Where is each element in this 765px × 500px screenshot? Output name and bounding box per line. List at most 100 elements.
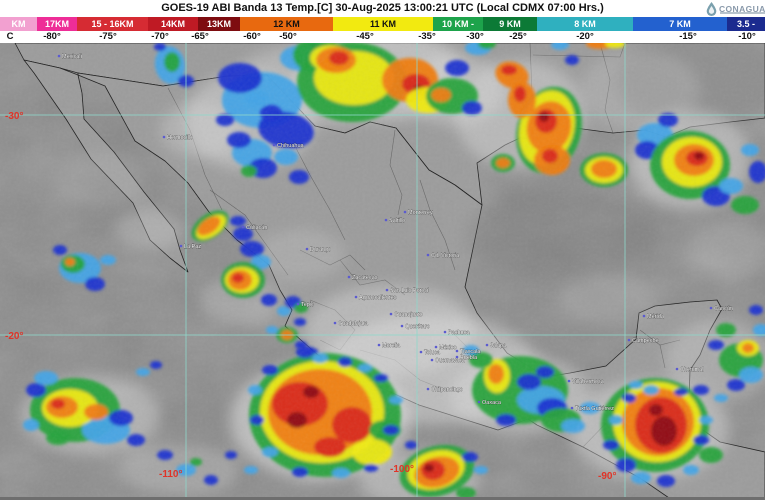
city-label: Aguascalientes <box>359 295 397 301</box>
city-label: Culiacán <box>246 225 267 231</box>
temperature-label: -60° <box>243 31 261 42</box>
scale-segment: 11 KM <box>333 17 433 31</box>
longitude-label: -110° <box>159 469 182 480</box>
city-label: Chilpancingo <box>431 387 463 393</box>
city-marker <box>567 379 571 383</box>
scale-segment: 7 KM <box>633 17 727 31</box>
city-label: Tepic <box>301 302 314 308</box>
city-label: Tlaxcala <box>460 349 481 355</box>
scale-segment: 8 KM <box>537 17 633 31</box>
scale-segment: KM <box>0 17 37 31</box>
scale-segment: 10 KM - <box>433 17 483 31</box>
temperature-label: -45° <box>356 31 374 42</box>
city-label: Puebla <box>460 355 478 361</box>
city-marker <box>570 406 574 410</box>
city-marker <box>485 343 489 347</box>
city-label: Pachuca <box>448 330 470 336</box>
temperature-label: -80° <box>43 31 61 42</box>
city-marker <box>434 345 438 349</box>
city-marker <box>354 295 358 299</box>
title-bar: GOES-19 ABI Banda 13 Temp.[C] 30-Aug-202… <box>0 0 765 17</box>
city-marker <box>162 135 166 139</box>
latitude-label: -20° <box>5 331 23 342</box>
city-marker <box>709 306 713 310</box>
scale-segment: 13KM <box>198 17 240 31</box>
city-label: Campeche <box>632 338 659 344</box>
city-label: San Luis Potosí <box>390 288 429 294</box>
city-marker <box>384 218 388 222</box>
temperature-label: -30° <box>466 31 484 42</box>
longitude-label: -90° <box>598 471 616 482</box>
city-marker <box>333 321 337 325</box>
scale-segment: 3.5 - <box>727 17 765 31</box>
scale-segment: 15 - 16KM <box>77 17 148 31</box>
city-label: Durango <box>310 247 331 253</box>
city-label: Tuxtla Gutiérrez <box>575 406 614 412</box>
city-label: Guadalajara <box>338 321 369 327</box>
logo-text: CONAGUA <box>719 3 765 14</box>
altitude-color-scale: KM 17KM 15 - 16KM 14KM 13KM 12 KM 11 KM 10 KM -… <box>0 17 765 31</box>
city-marker <box>347 275 351 279</box>
city-marker <box>627 338 631 342</box>
city-label: Cd. Victoria <box>431 253 460 259</box>
city-marker <box>241 225 245 229</box>
city-label: Monterrey <box>408 210 433 216</box>
image-title: GOES-19 ABI Banda 13 Temp.[C] 30-Aug-202… <box>161 2 604 14</box>
city-marker <box>419 350 423 354</box>
city-marker <box>403 210 407 214</box>
temperature-scale: C -80° -75° -70° -65° -60° -50° -45° -35° -30° -25… <box>0 31 765 43</box>
city-label: Morelia <box>382 343 401 349</box>
temperature-label: -50° <box>279 31 297 42</box>
bottom-edge <box>0 497 765 500</box>
city-label: Chetumal <box>680 367 704 373</box>
city-marker <box>305 247 309 251</box>
city-marker <box>377 343 381 347</box>
city-label: Mérida <box>647 314 665 320</box>
city-label: México <box>439 345 456 351</box>
latitude-label: -30° <box>5 111 23 122</box>
city-label: Zacatecas <box>352 275 378 281</box>
city-marker <box>385 288 389 292</box>
city-marker <box>430 358 434 362</box>
city-label: Jalapa <box>490 343 507 349</box>
scale-segment: 17KM <box>37 17 77 31</box>
longitude-label: -100° <box>390 464 414 475</box>
temperature-label: -20° <box>576 31 594 42</box>
city-label: Toluca <box>424 350 441 356</box>
grain-texture <box>0 43 765 500</box>
city-label: Saltillo <box>389 218 405 224</box>
city-marker <box>675 367 679 371</box>
city-marker <box>389 312 393 316</box>
city-label: Guanajuato <box>394 312 422 318</box>
city-label: Cuernavaca <box>435 358 466 364</box>
city-marker <box>179 244 183 248</box>
temperature-label: -75° <box>99 31 117 42</box>
conagua-logo: CONAGUA <box>706 1 765 16</box>
water-drop-icon <box>706 1 717 16</box>
city-marker <box>426 387 430 391</box>
city-label: Querétaro <box>405 324 430 330</box>
scale-segment: 14KM <box>148 17 198 31</box>
temperature-label: -35° <box>418 31 436 42</box>
city-marker <box>296 302 300 306</box>
temperature-label: -70° <box>151 31 169 42</box>
city-label: Cancún <box>714 306 733 312</box>
temperature-label: -65° <box>191 31 209 42</box>
city-label: Mexicali <box>62 54 82 60</box>
temperature-label: -25° <box>509 31 527 42</box>
city-marker <box>455 349 459 353</box>
city-label: Hermosillo <box>167 135 193 141</box>
city-marker <box>57 54 61 58</box>
temperature-label: -15° <box>679 31 697 42</box>
city-label: Villahermosa <box>572 379 605 385</box>
temperature-label: -10° <box>738 31 756 42</box>
city-marker <box>272 143 276 147</box>
city-marker <box>455 355 459 359</box>
scale-segment: 12 KM <box>240 17 333 31</box>
city-label: Chihuahua <box>277 143 305 149</box>
city-label: Oaxaca <box>482 400 502 406</box>
city-marker <box>477 400 481 404</box>
temperature-label: C <box>6 31 14 42</box>
